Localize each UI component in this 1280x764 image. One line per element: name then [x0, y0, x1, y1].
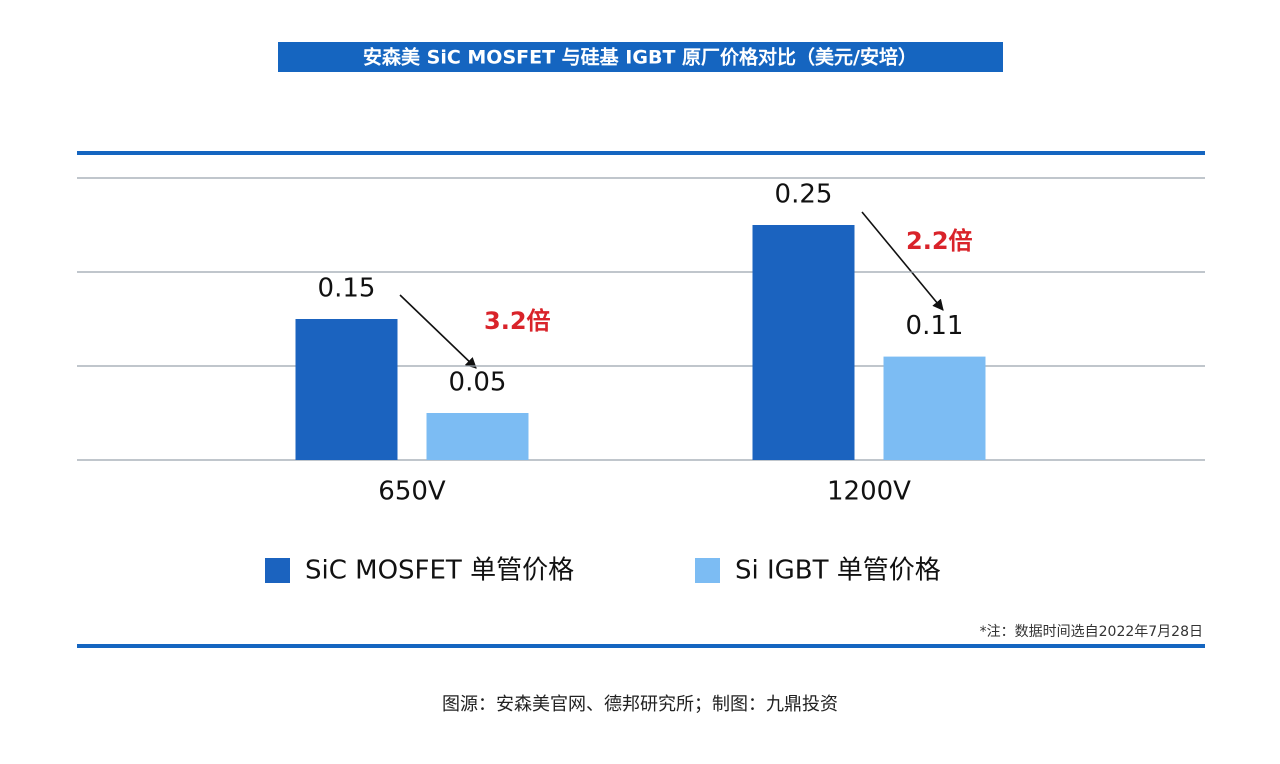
annotation: 2.2倍: [906, 227, 973, 255]
annotation: 3.2倍: [484, 307, 551, 335]
bar: [426, 413, 529, 460]
legend-swatch: [265, 558, 290, 583]
source: 图源：安森美官网、德邦研究所；制图：九鼎投资: [442, 694, 838, 715]
chart-title: 安森美 SiC MOSFET 与硅基 IGBT 原厂价格对比（美元/安培）: [363, 46, 917, 69]
data-label: 0.11: [906, 311, 964, 341]
legend-swatch: [695, 558, 720, 583]
data-label: 0.15: [318, 274, 376, 304]
x-tick-label: 650V: [378, 477, 446, 507]
data-label: 0.25: [775, 180, 833, 210]
title-banner: [278, 42, 1003, 72]
arrow: [399, 294, 477, 369]
note: *注：数据时间选自2022年7月28日: [980, 624, 1203, 640]
legend-label: Si IGBT 单管价格: [735, 556, 941, 586]
arrow: [861, 211, 944, 311]
bar: [883, 356, 986, 460]
bar: [752, 225, 855, 460]
bar: [295, 319, 398, 460]
x-tick-label: 1200V: [827, 477, 911, 507]
legend-label: SiC MOSFET 单管价格: [305, 556, 574, 586]
data-label: 0.05: [449, 368, 507, 398]
